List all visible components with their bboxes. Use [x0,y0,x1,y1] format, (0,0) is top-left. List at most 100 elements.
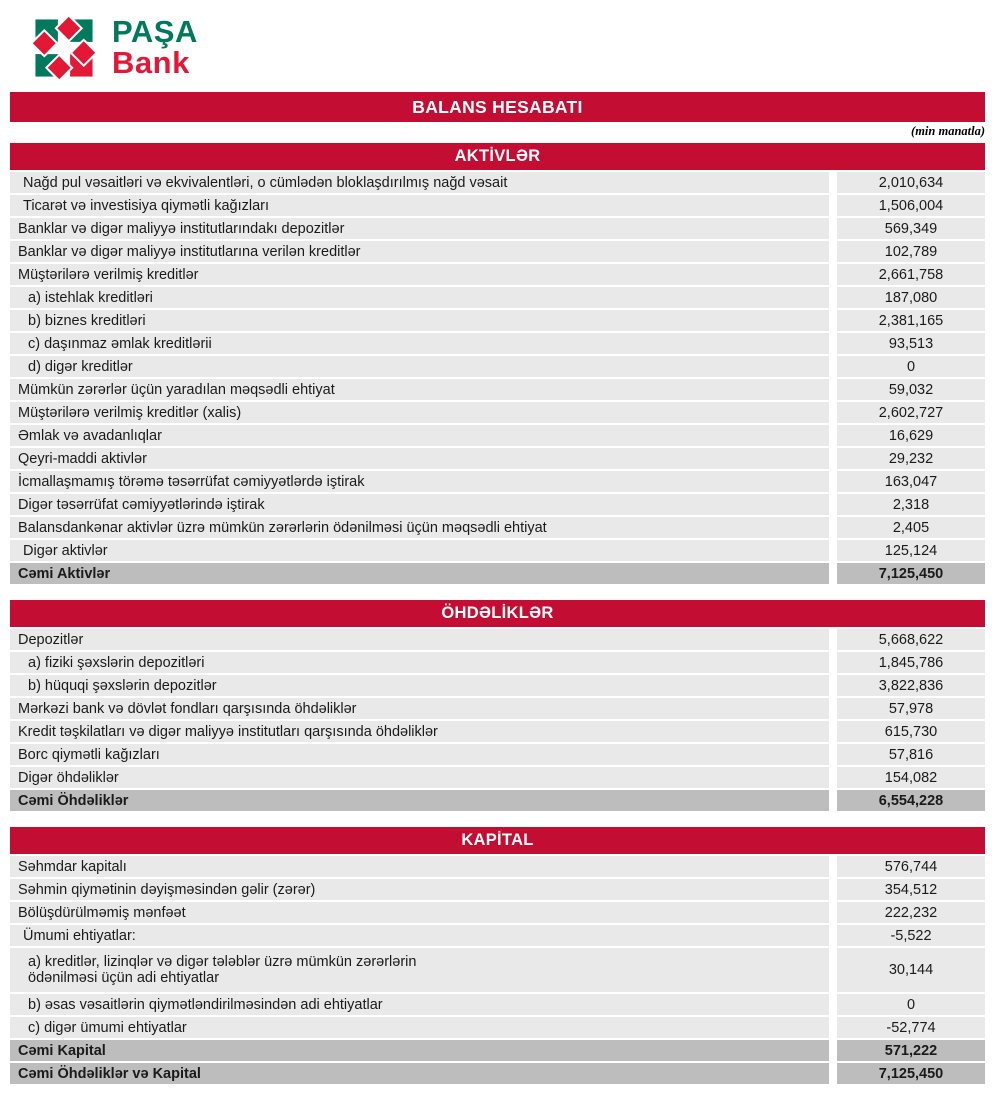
section-akti-vlər: AKTİVLƏR Nağd pul vəsaitləri və ekvivalen… [10,143,985,584]
row-label: Digər öhdəliklər [10,767,829,788]
row-value: 93,513 [837,333,985,354]
balance-sheet-table: AKTİVLƏR Nağd pul vəsaitləri və ekvivalen… [0,143,1000,1084]
row-value: 569,349 [837,218,985,239]
row-label: Depozitlər [10,629,829,650]
row-label: Müştərilərə verilmiş kreditlər (xalis) [10,402,829,423]
row-value: 163,047 [837,471,985,492]
row-value: 2,405 [837,517,985,538]
row-value: 6,554,228 [837,790,985,811]
unit-note: (min manatla) [911,124,985,138]
row-label: Digər təsərrüfat cəmiyyətlərində iştirak [10,494,829,515]
table-row: Kredit təşkilatları və digər maliyyə ins… [10,721,985,742]
table-row: Əmlak və avadanlıqlar 16,629 [10,425,985,446]
row-value: 576,744 [837,856,985,877]
row-value: 3,822,836 [837,675,985,696]
row-value: 57,816 [837,744,985,765]
table-row: Səhmdar kapitalı 576,744 [10,856,985,877]
table-row: a) fiziki şəxslərin depozitləri 1,845,786 [10,652,985,673]
table-row: Mümkün zərərlər üçün yaradılan məqsədli … [10,379,985,400]
row-value: 125,124 [837,540,985,561]
report-title: BALANS HESABATI [412,97,583,117]
table-row: Borc qiymətli kağızları 57,816 [10,744,985,765]
row-label: Mərkəzi bank və dövlət fondları qarşısın… [10,698,829,719]
table-row: İcmallaşmamış törəmə təsərrüfat cəmiyyət… [10,471,985,492]
table-row: Qeyri-maddi aktivlər 29,232 [10,448,985,469]
row-label: Cəmi Öhdəliklər [10,790,829,811]
table-row: b) biznes kreditləri 2,381,165 [10,310,985,331]
row-value: 2,010,634 [837,172,985,193]
table-row: Depozitlər 5,668,622 [10,629,985,650]
row-value: 5,668,622 [837,629,985,650]
row-label: d) digər kreditlər [10,356,829,377]
row-value: 0 [837,994,985,1015]
section-öhdəli-klər: ÖHDƏLİKLƏR Depozitlər 5,668,622 a) fiziki ş… [10,600,985,811]
row-value: 222,232 [837,902,985,923]
table-row: a) istehlak kreditləri 187,080 [10,287,985,308]
row-label: c) daşınmaz əmlak kreditlərii [10,333,829,354]
row-value: 7,125,450 [837,563,985,584]
row-label: Kredit təşkilatları və digər maliyyə ins… [10,721,829,742]
row-value: 59,032 [837,379,985,400]
row-label: a) istehlak kreditləri [10,287,829,308]
row-label: Ümumi ehtiyatlar: [10,925,829,946]
row-value: 0 [837,356,985,377]
row-value: 2,381,165 [837,310,985,331]
table-row: Səhmin qiymətinin dəyişməsindən gəlir (z… [10,879,985,900]
total-row: Cəmi Kapital 571,222 [10,1040,985,1061]
table-row: Banklar və digər maliyyə institutlarında… [10,218,985,239]
row-value: 30,144 [837,948,985,992]
row-value: 2,661,758 [837,264,985,285]
row-label: Cəmi Öhdəliklər və Kapital [10,1063,829,1084]
table-row: Ticarət və investisiya qiymətli kağızlar… [10,195,985,216]
table-row: c) daşınmaz əmlak kreditlərii 93,513 [10,333,985,354]
row-label: Müştərilərə verilmiş kreditlər [10,264,829,285]
row-label: Cəmi Aktivlər [10,563,829,584]
row-label: Nağd pul vəsaitləri və ekvivalentləri, o… [10,172,829,193]
section-header-öhdəli-klər: ÖHDƏLİKLƏR [10,600,985,627]
report-title-bar: BALANS HESABATI [10,92,985,122]
table-row: Ümumi ehtiyatlar: -5,522 [10,925,985,946]
row-label: b) əsas vəsaitlərin qiymətləndirilməsind… [10,994,829,1015]
row-label: b) biznes kreditləri [10,310,829,331]
row-value: -5,522 [837,925,985,946]
row-label: Borc qiymətli kağızları [10,744,829,765]
row-value: -52,774 [837,1017,985,1038]
section-header-kapi-tal: KAPİTAL [10,827,985,854]
row-label: a) kreditlər, lizinqlər və digər tələblə… [10,948,829,992]
row-label: İcmallaşmamış törəmə təsərrüfat cəmiyyət… [10,471,829,492]
row-label: Bölüşdürülməmiş mənfəət [10,902,829,923]
row-label: Qeyri-maddi aktivlər [10,448,829,469]
table-row: d) digər kreditlər 0 [10,356,985,377]
row-value: 1,506,004 [837,195,985,216]
table-row: Müştərilərə verilmiş kreditlər (xalis) 2,… [10,402,985,423]
row-value: 615,730 [837,721,985,742]
row-label: Cəmi Kapital [10,1040,829,1061]
row-label: a) fiziki şəxslərin depozitləri [10,652,829,673]
row-label: Digər aktivlər [10,540,829,561]
row-value: 1,845,786 [837,652,985,673]
row-value: 29,232 [837,448,985,469]
table-row: b) əsas vəsaitlərin qiymətləndirilməsind… [10,994,985,1015]
table-row: Mərkəzi bank və dövlət fondları qarşısın… [10,698,985,719]
table-row: Digər öhdəliklər 154,082 [10,767,985,788]
pasha-bank-logo-icon [30,13,98,82]
row-value: 7,125,450 [837,1063,985,1084]
table-row: Balansdankənar aktivlər üzrə mümkün zərə… [10,517,985,538]
row-value: 2,318 [837,494,985,515]
row-value: 571,222 [837,1040,985,1061]
total-row: Cəmi Öhdəliklər 6,554,228 [10,790,985,811]
total-row: Cəmi Öhdəliklər və Kapital 7,125,450 [10,1063,985,1084]
table-row: Digər aktivlər 125,124 [10,540,985,561]
section-kapi-tal: KAPİTAL Səhmdar kapitalı 576,744 Səhmin qiy… [10,827,985,1084]
row-label: b) hüquqi şəxslərin depozitlər [10,675,829,696]
table-row: Banklar və digər maliyyə institutlarına … [10,241,985,262]
bank-logo: PAŞA Bank [0,0,1000,92]
row-label: Əmlak və avadanlıqlar [10,425,829,446]
bank-wordmark: PAŞA Bank [112,16,198,80]
row-value: 57,978 [837,698,985,719]
bank-name-bottom: Bank [112,44,190,80]
table-row: c) digər ümumi ehtiyatlar -52,774 [10,1017,985,1038]
row-value: 2,602,727 [837,402,985,423]
section-header-akti-vlər: AKTİVLƏR [10,143,985,170]
row-label: Səhmin qiymətinin dəyişməsindən gəlir (z… [10,879,829,900]
